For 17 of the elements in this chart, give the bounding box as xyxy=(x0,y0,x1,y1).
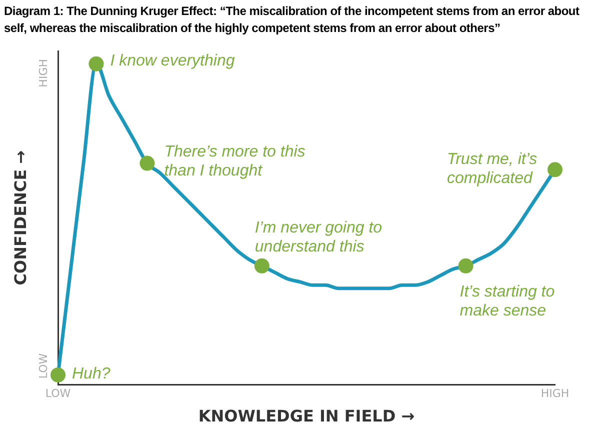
point xyxy=(458,258,474,274)
annotation: I know everything xyxy=(110,52,235,70)
annotation: Trust me, it’s complicated xyxy=(447,151,538,188)
point xyxy=(140,156,155,171)
text: LOW xyxy=(36,353,50,379)
point xyxy=(88,56,104,72)
chart-title: Diagram 1: The Dunning Kruger Effect: “The miscalibration of the incompetent stems from an error about self, whereas the miscalibration of the highly competent stems from an error about others” xyxy=(3,3,580,37)
point xyxy=(50,367,66,382)
annotation: There’s more to this than I thought xyxy=(164,144,306,180)
point xyxy=(548,162,562,178)
y-axis-title: CONFIDENCE → xyxy=(10,150,30,286)
annotation: It’s starting to make sense xyxy=(460,283,555,320)
annotation: I’m never going to understand this xyxy=(254,219,382,256)
annotation: Huh? xyxy=(72,365,110,382)
x-axis-title: KNOWLEDGE IN FIELD → xyxy=(198,406,415,426)
point xyxy=(254,258,270,274)
text: HIGH xyxy=(36,59,50,88)
